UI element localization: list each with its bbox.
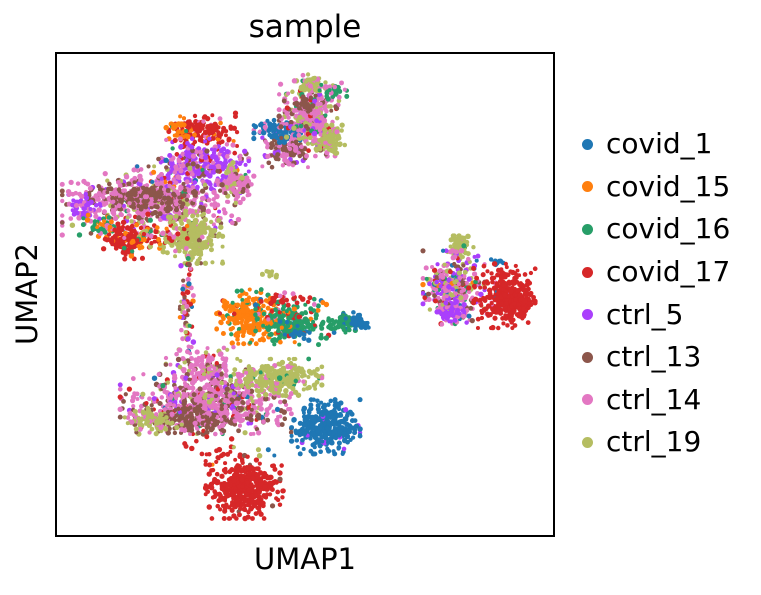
legend-item-covid_17: covid_17 [582, 251, 730, 294]
plot-area [55, 52, 555, 537]
legend-marker-icon [582, 181, 593, 193]
legend-item-covid_15: covid_15 [582, 166, 730, 209]
legend-item-ctrl_14: ctrl_14 [582, 379, 730, 422]
legend-marker-icon [582, 266, 593, 278]
legend-label: ctrl_14 [606, 382, 702, 416]
legend-label: ctrl_19 [606, 425, 702, 459]
legend-marker-icon [582, 351, 593, 363]
legend-label: covid_16 [606, 212, 731, 246]
legend-marker-icon [582, 309, 593, 321]
legend-item-covid_1: covid_1 [582, 123, 730, 166]
legend-marker-icon [582, 394, 593, 406]
legend-label: covid_1 [606, 127, 713, 161]
legend-marker-icon [582, 223, 593, 235]
chart-title: sample [248, 9, 362, 45]
y-axis-label: UMAP2 [10, 242, 44, 346]
legend-label: ctrl_5 [606, 297, 684, 331]
umap-scatter [57, 54, 553, 535]
legend-marker-icon [582, 138, 593, 150]
legend-item-ctrl_5: ctrl_5 [582, 293, 730, 336]
legend-label: covid_17 [606, 255, 731, 289]
legend-item-covid_16: covid_16 [582, 208, 730, 251]
legend-label: ctrl_13 [606, 340, 702, 374]
legend-item-ctrl_19: ctrl_19 [582, 421, 730, 464]
legend-item-ctrl_13: ctrl_13 [582, 336, 730, 379]
legend-label: covid_15 [606, 169, 731, 203]
legend-marker-icon [582, 436, 593, 448]
x-axis-label: UMAP1 [253, 542, 357, 576]
